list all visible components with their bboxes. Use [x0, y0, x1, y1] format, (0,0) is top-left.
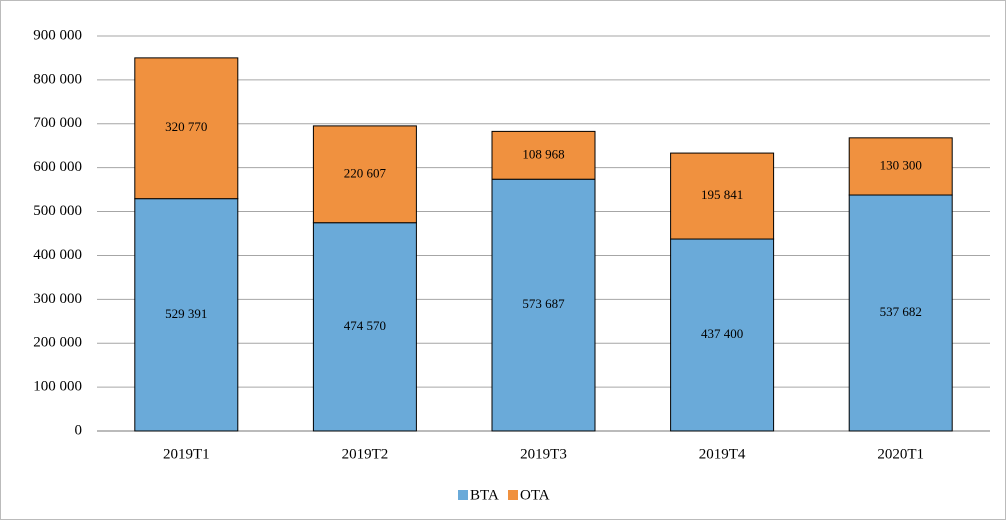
legend-label: OTA: [520, 487, 550, 503]
y-tick-label: 300 000: [33, 291, 82, 307]
bar-segment: [134, 57, 239, 200]
x-tick-label: 2020T1: [877, 446, 924, 462]
y-tick-label: 600 000: [33, 159, 82, 175]
value-label: 537 682: [880, 304, 922, 319]
y-tick-label: 200 000: [33, 335, 82, 351]
value-label: 320 770: [165, 119, 207, 134]
y-tick-label: 700 000: [33, 115, 82, 131]
value-label: 529 391: [165, 306, 207, 321]
value-label: 220 607: [344, 165, 387, 180]
value-label: 195 841: [701, 187, 743, 202]
x-tick-label: 2019T1: [163, 446, 210, 462]
y-tick-label: 900 000: [33, 27, 82, 43]
legend-swatch: [508, 490, 518, 500]
value-label: 474 570: [344, 318, 386, 333]
bar-segment: [134, 198, 239, 432]
legend-swatch: [458, 490, 468, 500]
bar-segment: [848, 194, 953, 432]
y-tick-label: 100 000: [33, 379, 82, 395]
y-tick-label: 0: [75, 422, 83, 438]
bar-segment: [312, 222, 417, 432]
x-tick-label: 2019T4: [699, 446, 746, 462]
y-tick-label: 800 000: [33, 71, 82, 87]
value-label: 573 687: [522, 296, 565, 311]
value-label: 437 400: [701, 326, 743, 341]
bar-segment: [670, 238, 775, 432]
y-tick-label: 400 000: [33, 247, 82, 263]
bar-segment: [312, 125, 417, 224]
x-tick-label: 2019T2: [342, 446, 389, 462]
bar-segment: [670, 152, 775, 240]
y-tick-label: 500 000: [33, 203, 82, 219]
value-label: 130 300: [880, 157, 922, 172]
bar-segment: [491, 130, 596, 180]
bar-segment: [848, 137, 953, 196]
value-label: 108 968: [522, 146, 564, 161]
bar-segment: [491, 178, 596, 432]
x-tick-label: 2019T3: [520, 446, 567, 462]
legend-label: BTA: [470, 487, 499, 503]
